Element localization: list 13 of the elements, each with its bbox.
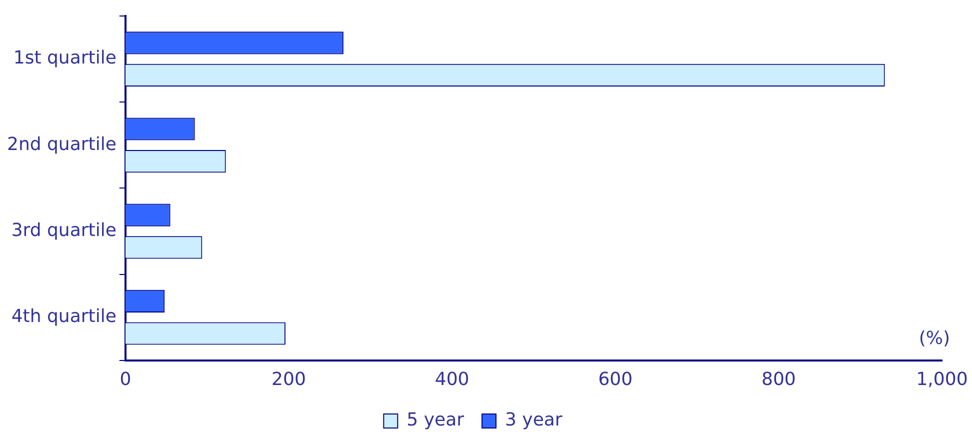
legend-label: 5 year (406, 410, 465, 431)
x-tick-label: 600 (598, 368, 633, 390)
x-tick-label: 400 (434, 368, 470, 390)
x-tick-label: 0 (120, 368, 132, 390)
x-tick-label: 200 (272, 368, 306, 390)
y-tick-label: 4th quartile (11, 306, 116, 328)
y-tick-label: 2nd quartile (7, 134, 116, 155)
x-tick-label: 1,000 (916, 368, 968, 390)
y-tick-label: 1st quartile (13, 48, 116, 69)
annotation: (%) (918, 328, 950, 350)
x-tick-label: 800 (762, 368, 796, 390)
y-tick-label: 3rd quartile (11, 220, 116, 241)
legend-label: 3 year (505, 410, 563, 431)
